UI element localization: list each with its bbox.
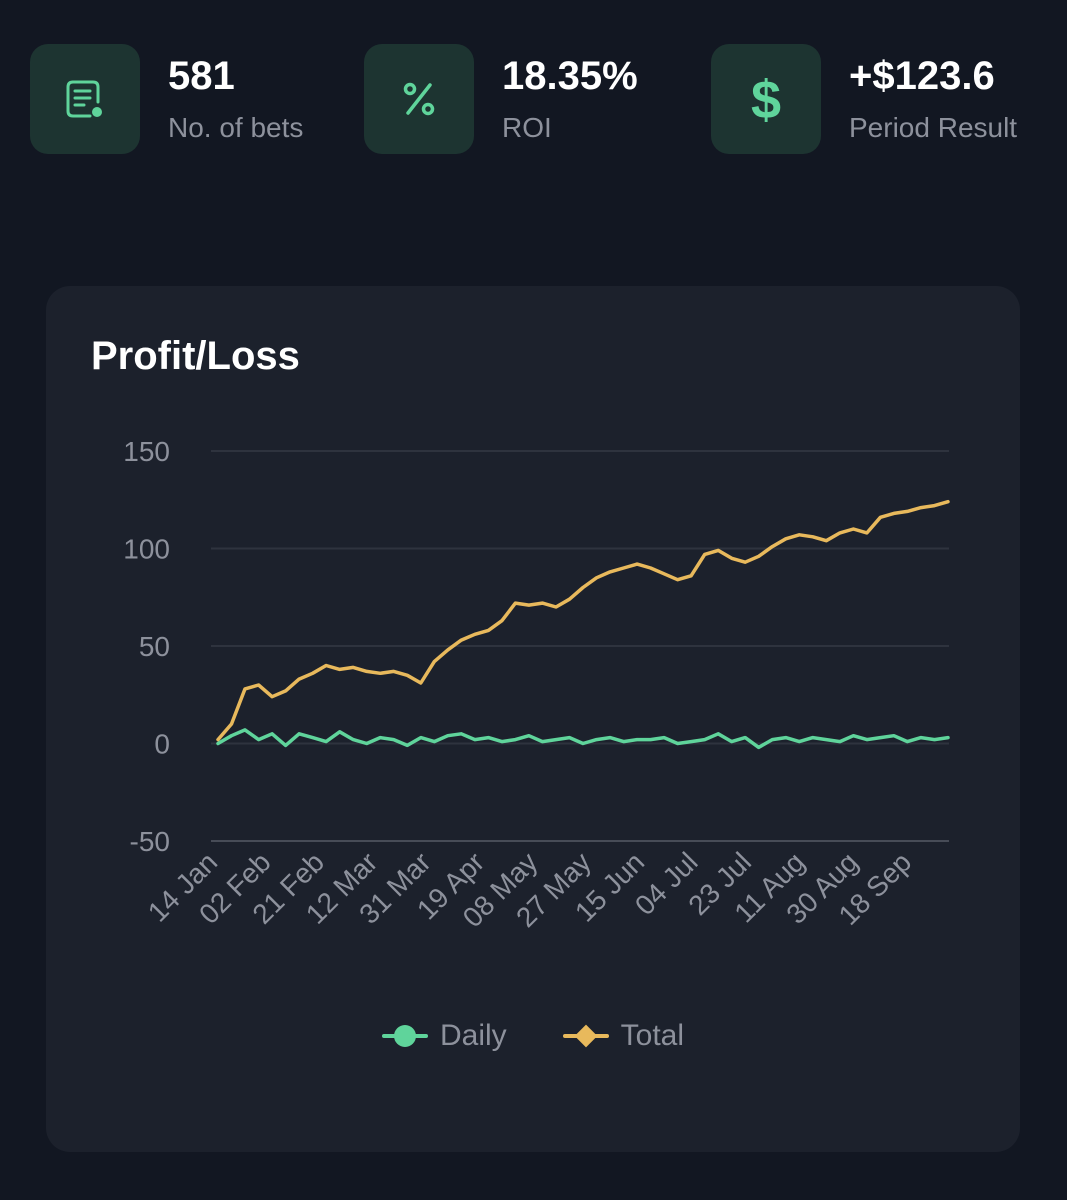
legend-item-total[interactable]: Total [562, 1019, 685, 1053]
roi-value: 18.35% [502, 54, 638, 98]
y-tick-label: -50 [130, 826, 170, 857]
legend-daily-marker [381, 1024, 428, 1048]
dollar-icon: $ [711, 44, 821, 154]
svg-text:$: $ [751, 71, 781, 127]
roi-label: ROI [502, 112, 552, 143]
profit-loss-card: Profit/Loss -50 0 50 100 150 14 Jan 02 Feb 21 F… [46, 286, 1020, 1152]
series-line-total [216, 499, 950, 742]
series-line-daily [216, 728, 950, 750]
y-tick-label: 100 [123, 534, 170, 565]
percent-icon [364, 44, 474, 154]
legend-total-label: Total [620, 1019, 685, 1052]
chart-title: Profit/Loss [91, 334, 300, 378]
y-tick-label: 0 [154, 729, 170, 760]
bets-value: 581 [168, 54, 235, 98]
bets-label: No. of bets [168, 112, 304, 143]
chart-legend: Daily Total [46, 1016, 1020, 1056]
period-result-label: Period Result [849, 112, 1018, 143]
y-tick-label: 50 [139, 631, 170, 662]
y-tick-label: 150 [123, 436, 170, 467]
stats-row: 581 No. of bets 18.35% ROI $ +$123.6 Per… [0, 0, 1067, 170]
legend-item-daily[interactable]: Daily [381, 1019, 507, 1053]
receipt-icon [30, 44, 140, 154]
legend-total-marker [562, 1024, 609, 1048]
legend-daily-label: Daily [439, 1019, 507, 1052]
period-result-value: +$123.6 [849, 54, 995, 98]
